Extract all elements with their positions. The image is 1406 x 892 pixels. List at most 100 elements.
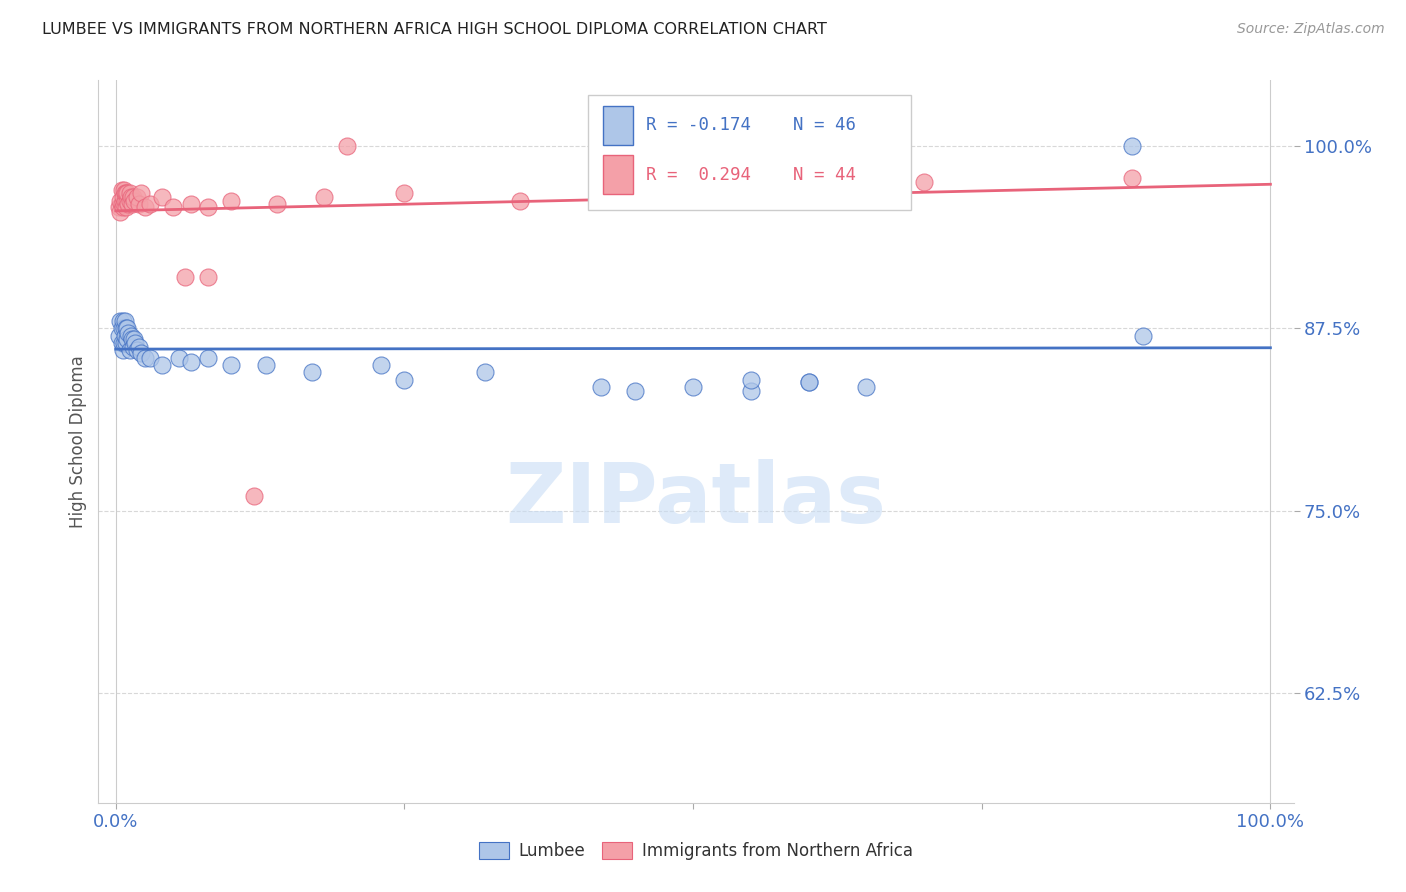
Point — [110, 314, 132, 328]
Point — [336, 139, 359, 153]
Point — [139, 351, 162, 365]
Point — [1121, 171, 1143, 186]
Point — [117, 321, 139, 335]
Point — [114, 186, 136, 200]
Point — [110, 336, 132, 351]
Bar — [603, 154, 633, 194]
Point — [122, 332, 145, 346]
Point — [115, 336, 138, 351]
Point — [219, 358, 242, 372]
Point — [110, 321, 132, 335]
Point — [150, 358, 173, 372]
Point — [117, 197, 139, 211]
Point — [120, 328, 142, 343]
Point — [394, 186, 416, 200]
Text: R =  0.294    N = 44: R = 0.294 N = 44 — [645, 166, 856, 184]
Point — [111, 200, 134, 214]
Point — [115, 200, 138, 214]
Point — [254, 358, 277, 372]
Point — [118, 186, 141, 200]
Point — [797, 376, 820, 390]
Point — [150, 190, 173, 204]
Text: ZIPatlas: ZIPatlas — [506, 458, 886, 540]
Point — [121, 197, 143, 211]
Point — [115, 186, 138, 200]
Point — [112, 197, 135, 211]
Point — [129, 346, 152, 360]
Point — [474, 365, 496, 379]
Point — [114, 328, 136, 343]
Point — [122, 190, 145, 204]
Point — [124, 336, 146, 351]
Point — [219, 194, 242, 209]
Point — [110, 197, 132, 211]
Point — [740, 384, 762, 399]
Point — [114, 194, 136, 209]
Point — [134, 351, 156, 365]
Point — [110, 183, 132, 197]
Point — [162, 200, 184, 214]
Point — [128, 197, 150, 211]
Point — [111, 314, 134, 328]
Bar — [603, 105, 633, 145]
Point — [180, 197, 202, 211]
Point — [370, 358, 392, 372]
Point — [120, 190, 142, 204]
Point — [509, 194, 531, 209]
Point — [110, 194, 132, 209]
Legend: Lumbee, Immigrants from Northern Africa: Lumbee, Immigrants from Northern Africa — [472, 835, 920, 867]
Point — [129, 186, 152, 200]
Point — [740, 186, 762, 200]
Point — [266, 197, 288, 211]
Text: Source: ZipAtlas.com: Source: ZipAtlas.com — [1237, 22, 1385, 37]
Point — [624, 179, 647, 194]
FancyBboxPatch shape — [589, 95, 911, 211]
Point — [174, 270, 197, 285]
Point — [117, 326, 139, 340]
Point — [121, 332, 143, 346]
Point — [117, 194, 139, 209]
Point — [197, 270, 219, 285]
Point — [797, 376, 820, 390]
Point — [112, 321, 135, 335]
Point — [301, 365, 323, 379]
Point — [112, 183, 135, 197]
Point — [111, 190, 134, 204]
Point — [167, 351, 190, 365]
Point — [128, 340, 150, 354]
Point — [589, 380, 612, 394]
Point — [125, 190, 148, 204]
Point — [1132, 328, 1154, 343]
Point — [312, 190, 335, 204]
Point — [134, 200, 156, 214]
Point — [114, 314, 136, 328]
Text: LUMBEE VS IMMIGRANTS FROM NORTHERN AFRICA HIGH SCHOOL DIPLOMA CORRELATION CHART: LUMBEE VS IMMIGRANTS FROM NORTHERN AFRIC… — [42, 22, 827, 37]
Text: R = -0.174    N = 46: R = -0.174 N = 46 — [645, 117, 856, 135]
Point — [139, 197, 162, 211]
Point — [115, 321, 138, 335]
Point — [108, 328, 131, 343]
Point — [394, 372, 416, 386]
Point — [118, 194, 141, 209]
Point — [180, 355, 202, 369]
Point — [740, 372, 762, 386]
Point — [125, 343, 148, 358]
Point — [624, 384, 647, 399]
Point — [112, 336, 135, 351]
Point — [682, 380, 704, 394]
Point — [1121, 139, 1143, 153]
Point — [122, 194, 145, 209]
Point — [117, 332, 139, 346]
Point — [197, 200, 219, 214]
Point — [855, 380, 877, 394]
Point — [122, 340, 145, 354]
Y-axis label: High School Diploma: High School Diploma — [69, 355, 87, 528]
Point — [117, 186, 139, 200]
Point — [111, 343, 134, 358]
Point — [912, 176, 935, 190]
Point — [197, 351, 219, 365]
Point — [110, 204, 132, 219]
Point — [118, 343, 141, 358]
Point — [108, 200, 131, 214]
Point — [243, 489, 266, 503]
